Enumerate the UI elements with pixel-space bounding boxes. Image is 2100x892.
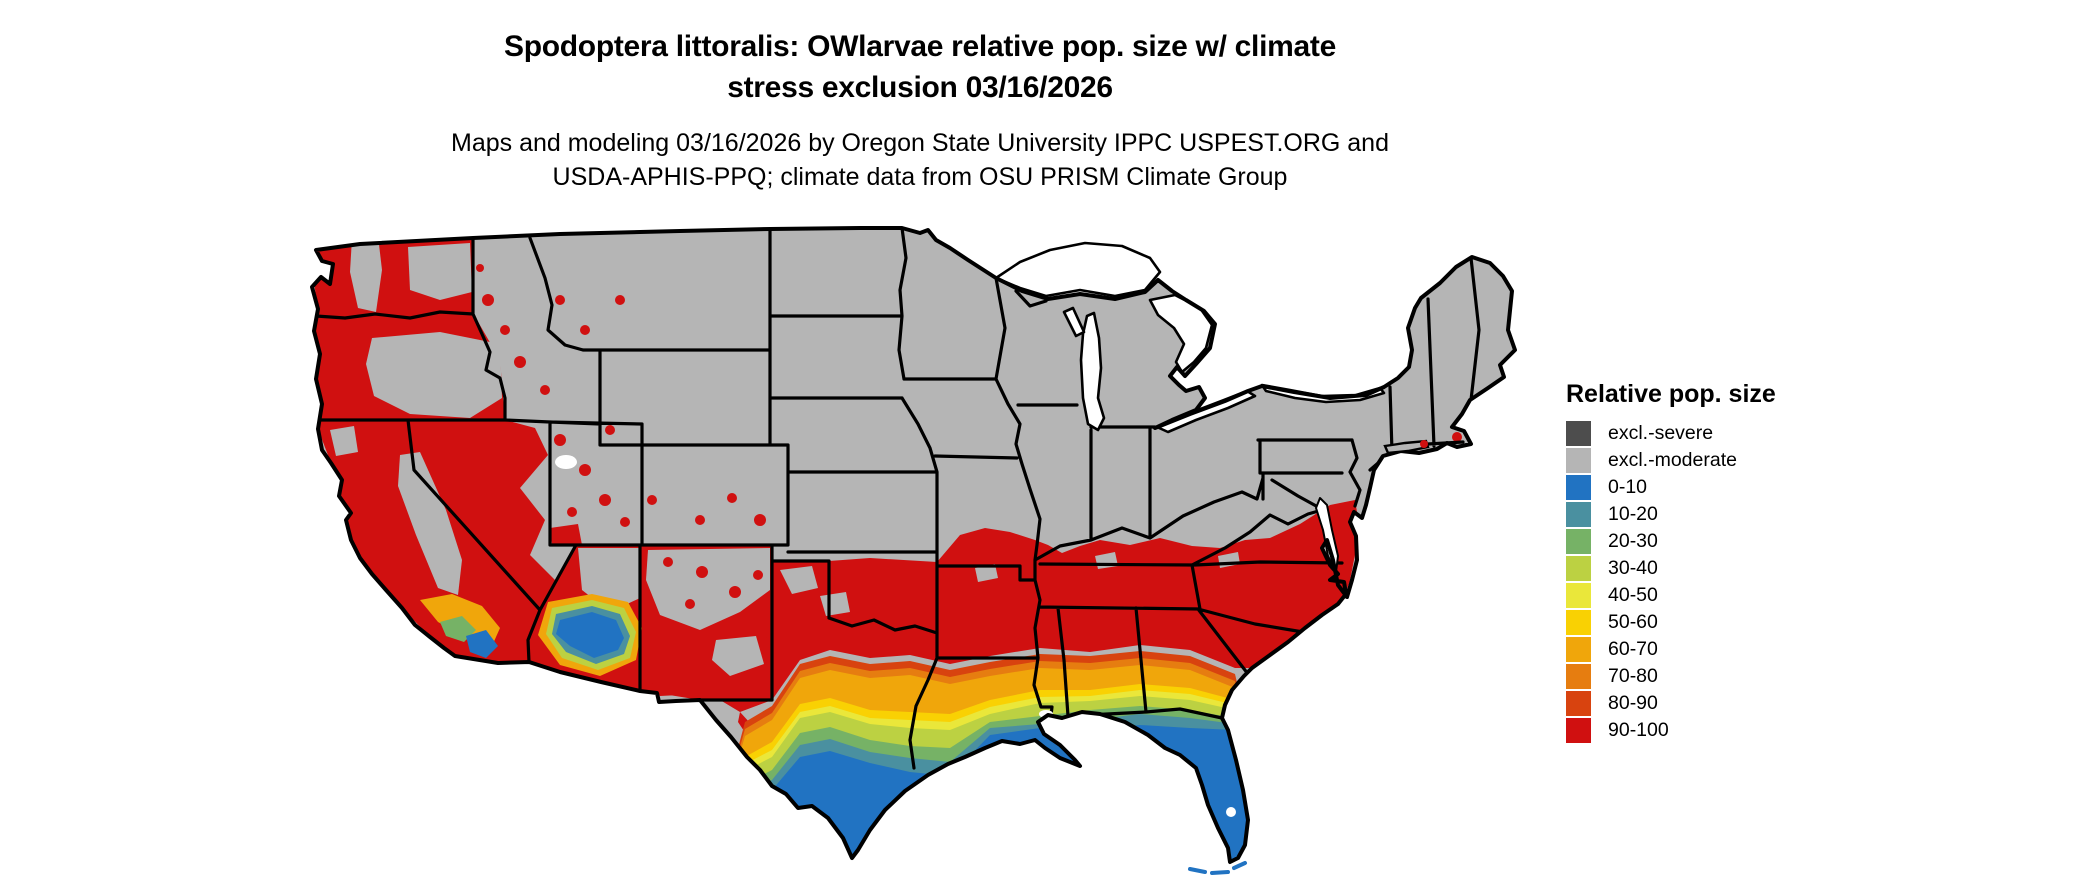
region-south-band-90-100 (640, 500, 1360, 712)
legend-row-c10_20: 10-20 (1566, 501, 1866, 528)
legend-swatch-c30_40 (1566, 556, 1591, 581)
legend-swatch-c90_100 (1566, 718, 1591, 743)
long-island-red-tip (1420, 440, 1428, 448)
lake-michigan (1079, 311, 1106, 432)
map-title-line1: Spodoptera littoralis: OWlarvae relative… (504, 30, 1336, 63)
legend-row-moderate: excl.-moderate (1566, 447, 1866, 474)
lake-okeechobee (1226, 807, 1236, 817)
us-outline (310, 226, 1517, 864)
legend-label-c40_50: 40-50 (1608, 584, 1658, 606)
legend-row-severe: excl.-severe (1566, 420, 1866, 447)
lake-superior (994, 241, 1162, 298)
legend-label-c20_30: 20-30 (1608, 530, 1658, 552)
legend-row-c80_90: 80-90 (1566, 690, 1866, 717)
legend-label-c60_70: 60-70 (1608, 638, 1658, 660)
map-title: Spodoptera littoralis: OWlarvae relative… (120, 26, 1720, 108)
legend-swatch-moderate (1566, 448, 1591, 473)
legend-label-moderate: excl.-moderate (1608, 449, 1737, 471)
gray-mountain-patches (330, 236, 1240, 676)
map-title-line2: stress exclusion 03/16/2026 (727, 71, 1113, 104)
legend-title: Relative pop. size (1566, 380, 1776, 408)
legend-swatch-c70_80 (1566, 664, 1591, 689)
arizona-desert-pocket (538, 594, 642, 676)
legend-row-c90_100: 90-100 (1566, 717, 1866, 744)
legend-label-c80_90: 80-90 (1608, 692, 1658, 714)
legend-row-c0_10: 0-10 (1566, 474, 1866, 501)
legend-items: excl.-severe excl.-moderate 0-10 10-20 20-30… (1566, 420, 1866, 744)
coastal-fragments (1188, 439, 1430, 875)
map-subtitle-line2: USDA-APHIS-PPQ; climate data from OSU PR… (552, 163, 1288, 191)
map-subtitle: Maps and modeling 03/16/2026 by Oregon S… (120, 126, 1720, 194)
legend-label-c50_60: 50-60 (1608, 611, 1658, 633)
legend-label-c30_40: 30-40 (1608, 557, 1658, 579)
legend-row-c50_60: 50-60 (1566, 609, 1866, 636)
legend-label-c10_20: 10-20 (1608, 503, 1658, 525)
legend: Relative pop. size excl.-severe excl.-mod… (1566, 380, 1866, 744)
legend-label-c70_80: 70-80 (1608, 665, 1658, 687)
legend-row-c70_80: 70-80 (1566, 663, 1866, 690)
green-bay (1062, 306, 1086, 338)
legend-swatch-c0_10 (1566, 475, 1591, 500)
legend-label-c90_100: 90-100 (1608, 719, 1669, 741)
long-island (1383, 439, 1430, 455)
legend-swatch-c80_90 (1566, 691, 1591, 716)
legend-row-c30_40: 30-40 (1566, 555, 1866, 582)
legend-label-c0_10: 0-10 (1608, 476, 1648, 498)
legend-label-severe: excl.-severe (1608, 422, 1714, 444)
red-speckles (476, 264, 766, 609)
map-subtitle-line1: Maps and modeling 03/16/2026 by Oregon S… (451, 129, 1389, 157)
legend-swatch-c60_70 (1566, 637, 1591, 662)
legend-row-c40_50: 40-50 (1566, 582, 1866, 609)
legend-swatch-severe (1566, 421, 1591, 446)
legend-swatch-c10_20 (1566, 502, 1591, 527)
florida-keys (1188, 861, 1247, 875)
legend-swatch-c20_30 (1566, 529, 1591, 554)
legend-row-c20_30: 20-30 (1566, 528, 1866, 555)
legend-swatch-c40_50 (1566, 583, 1591, 608)
legend-swatch-c50_60 (1566, 610, 1591, 635)
california-south-pockets (399, 594, 500, 658)
great-salt-lake (555, 455, 577, 469)
legend-row-c60_70: 60-70 (1566, 636, 1866, 663)
